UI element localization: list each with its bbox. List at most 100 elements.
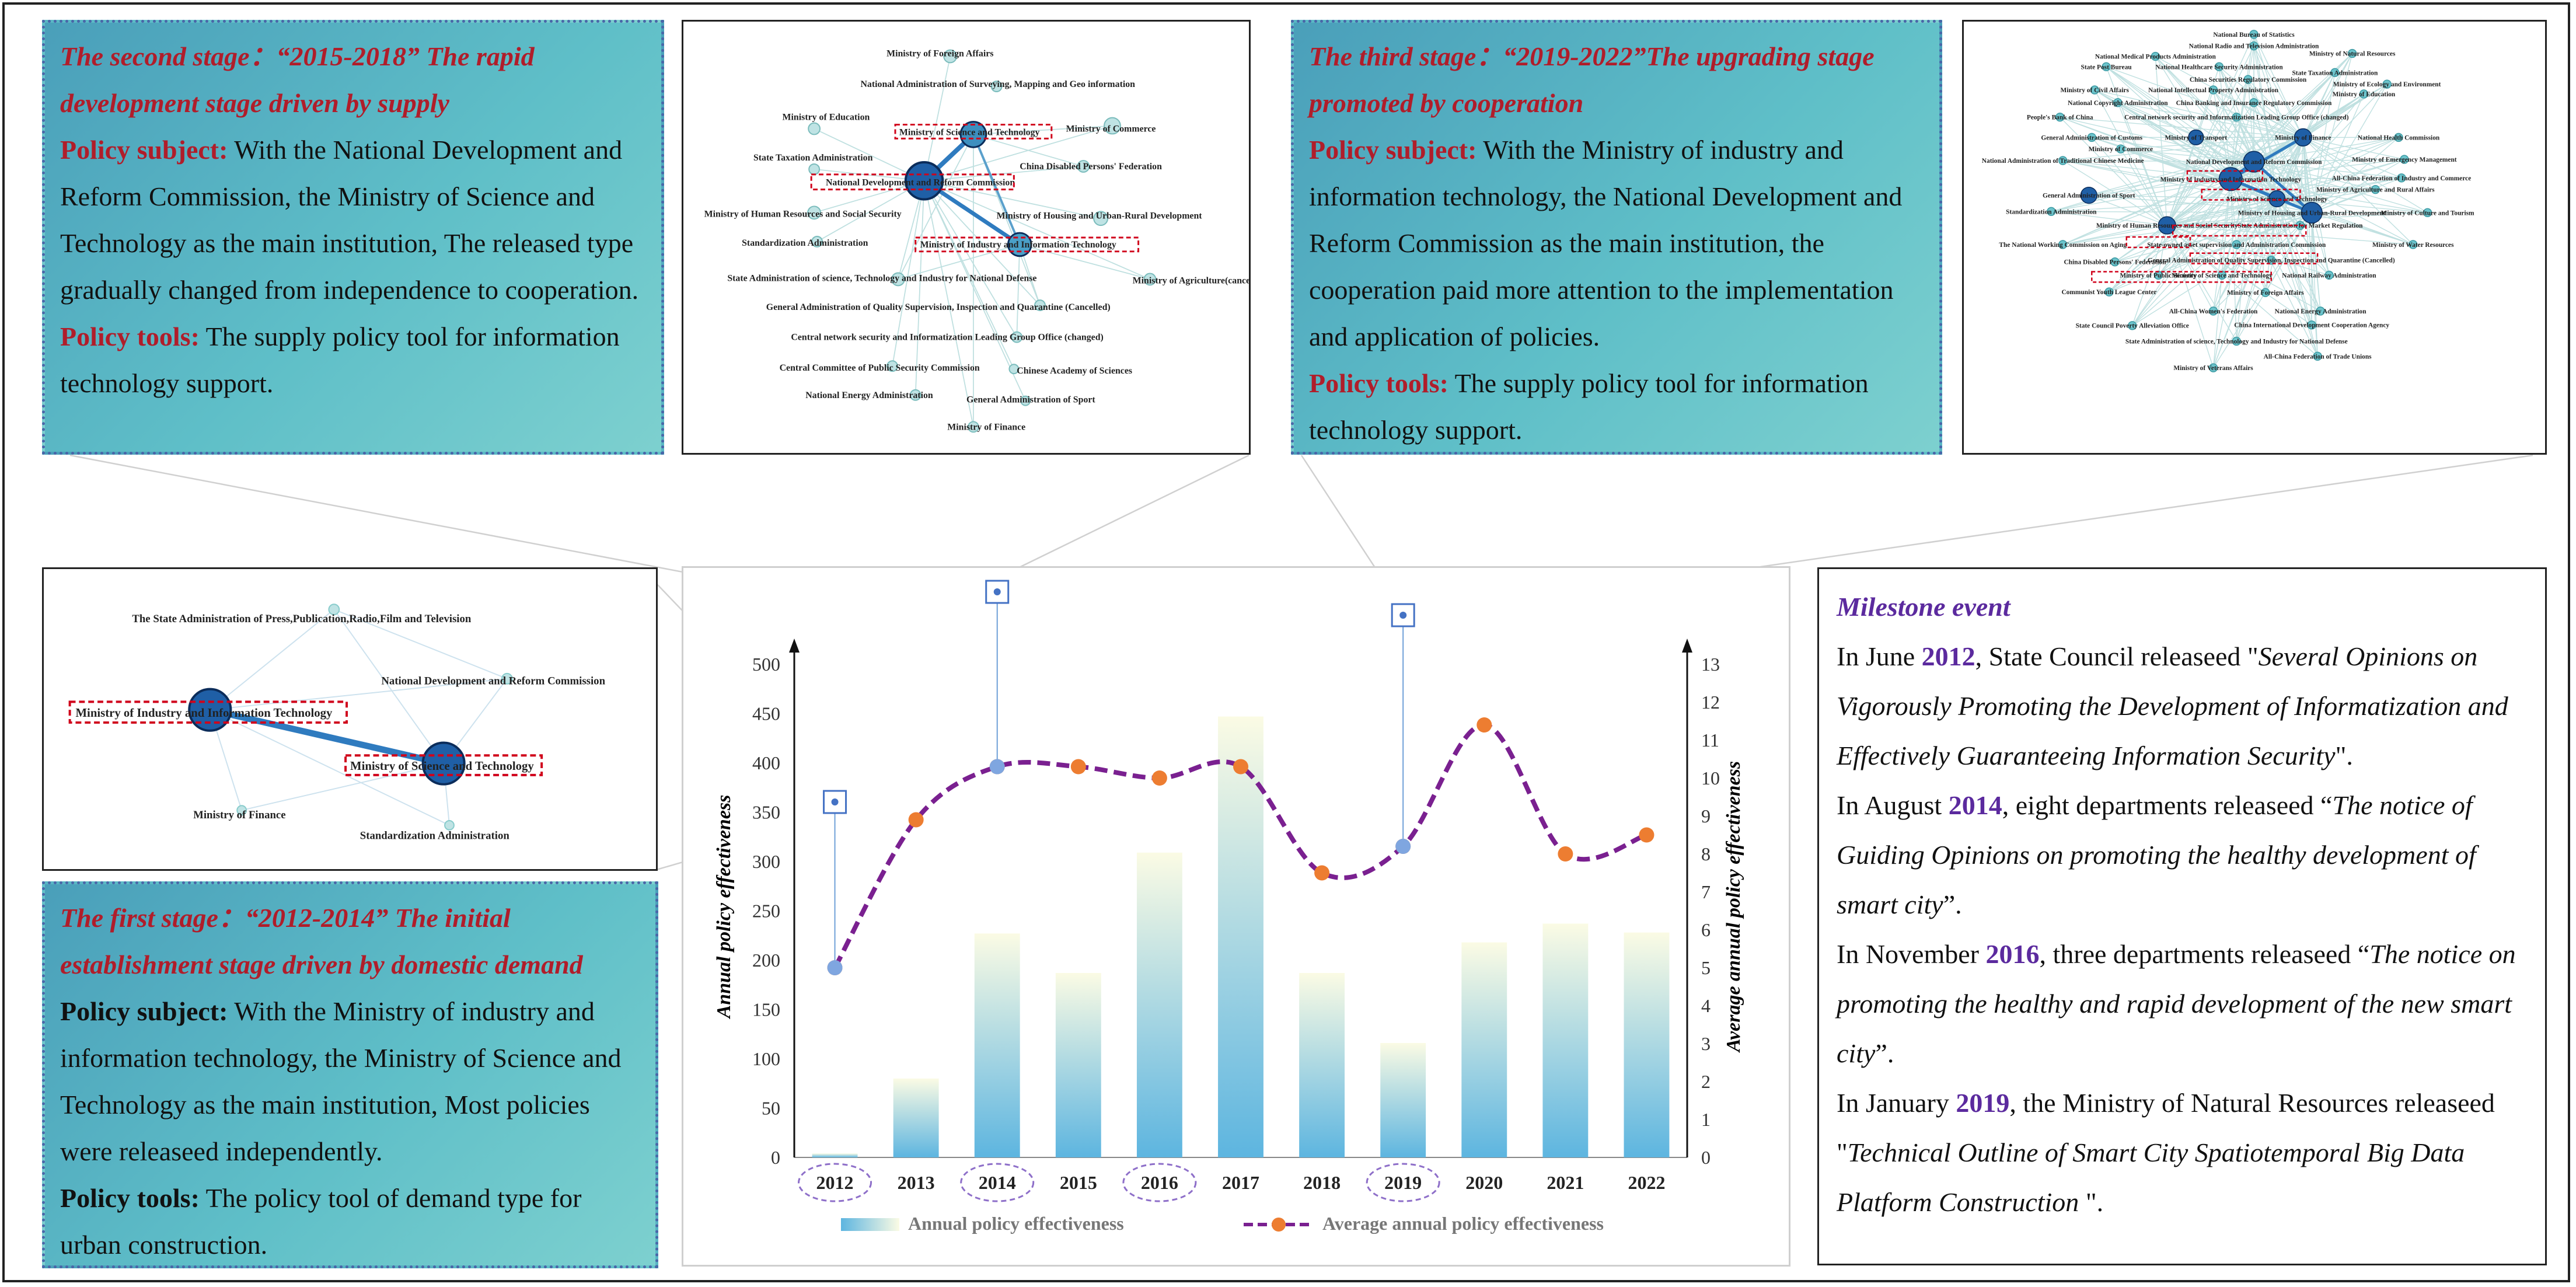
- stage3-subject-text: With the Ministry of industry and inform…: [1309, 135, 1903, 351]
- net3-node: [2294, 128, 2312, 147]
- net3-edge: [2213, 89, 2303, 138]
- ylabel-left: Annual policy effectiveness: [713, 795, 735, 1020]
- net3-edge: [2253, 46, 2278, 199]
- stage1-title: The first stage：“2012-2014” The initial …: [60, 903, 583, 979]
- net3-edge: [2311, 53, 2353, 213]
- net3-edge: [2132, 137, 2303, 326]
- net3-node-label: Central network security and Informatiza…: [2124, 114, 2349, 121]
- net3-node: [2104, 287, 2114, 297]
- n2-label-0: Ministry of Foreign Affairs: [886, 49, 993, 59]
- node-most: [421, 741, 466, 786]
- net3-edge: [2299, 137, 2304, 226]
- stage2-tools: Policy tools: The supply policy tool for…: [60, 313, 646, 407]
- milestone-event-2: In August 2014, eight departments releas…: [1837, 780, 2528, 929]
- net3-node: [2232, 112, 2241, 122]
- net3-node: [2208, 363, 2218, 372]
- net3-edge: [2311, 189, 2376, 213]
- e3-post: ”.: [1875, 1038, 1894, 1068]
- net3-edge: [2253, 46, 2312, 213]
- category-label: 2018: [1303, 1172, 1341, 1193]
- net3-node-label: National Healthcare Security Administrat…: [2155, 64, 2283, 71]
- line-point: [908, 812, 924, 828]
- ytick-left-label: 450: [752, 703, 780, 724]
- net3-node: [2267, 255, 2276, 265]
- net3-edge: [2166, 225, 2271, 261]
- stage2-subject-text: With the National Development and Reform…: [60, 135, 639, 305]
- category-label: 2013: [898, 1172, 935, 1193]
- net1-edges: [209, 609, 508, 826]
- net3-node: [2249, 30, 2259, 39]
- net3-node: [2087, 132, 2096, 142]
- net3-node-label: China Disabled Persons' Federation: [2064, 259, 2166, 266]
- n2-label-12: State Administration of science, Technol…: [727, 273, 1036, 283]
- e1-title: Several Opinions on Vigorously Promoting…: [1837, 641, 2508, 770]
- stage3-subject: Policy subject: With the Ministry of ind…: [1309, 127, 1924, 360]
- e1-post: ".: [2335, 741, 2353, 770]
- pin-dot: [993, 588, 1001, 595]
- ytick-right-label: 8: [1701, 843, 1711, 864]
- ytick-right-label: 3: [1701, 1033, 1711, 1054]
- net3-node-label: Ministry of Science and Technology: [2172, 272, 2273, 279]
- net2-edges: [814, 56, 1150, 427]
- e2-year: 2014: [1948, 790, 2002, 820]
- net3-node-label: China International Development Cooperat…: [2234, 322, 2389, 329]
- line-point: [1558, 846, 1573, 862]
- net3-node: [2188, 129, 2204, 146]
- net3-node-label: State Administration of science, Technol…: [2125, 339, 2348, 346]
- year-highlight-ellipse: [1366, 1163, 1440, 1202]
- net3-edge: [2132, 225, 2167, 326]
- net3-edge: [2166, 79, 2249, 226]
- n2-label-15: Central network security and Informatiza…: [791, 333, 1103, 343]
- category-label: 2014: [979, 1172, 1016, 1193]
- stage2-subject: Policy subject: With the National Develo…: [60, 127, 646, 313]
- net3-edge: [2155, 56, 2278, 199]
- n2-label-18: National Energy Administration: [805, 390, 933, 400]
- net3-edge: [2303, 137, 2405, 160]
- net3-edge: [2095, 89, 2303, 138]
- net3-nodes: [2047, 30, 2432, 372]
- node2-most: [959, 121, 987, 148]
- net3-edge: [2117, 102, 2303, 138]
- net2-labels: Ministry of Foreign Affairs National Adm…: [704, 49, 1249, 433]
- net3-node-label: Ministry of Human Resources and Social S…: [2096, 222, 2238, 229]
- net3-edge: [2236, 198, 2278, 245]
- category-label: 2020: [1465, 1172, 1503, 1193]
- n2-label-16: Central Committee of Public Security Com…: [780, 363, 980, 373]
- net3-node: [2113, 98, 2123, 107]
- category-label: 2017: [1222, 1172, 1259, 1193]
- net3-edge: [2106, 67, 2167, 226]
- highlight-most: [344, 754, 543, 776]
- net3-edge: [2060, 116, 2303, 138]
- e2-post: ”.: [1943, 890, 1962, 919]
- category-label: 2012: [816, 1172, 854, 1193]
- ytick-left-label: 0: [771, 1147, 780, 1168]
- n2-label-6: National Development and Reform Commissi…: [826, 178, 1015, 188]
- chart-svg: 0501001502002503003504004505000123456789…: [713, 580, 1744, 1234]
- net3-edge: [2302, 137, 2318, 357]
- label-standard: Standardization Administration: [360, 830, 510, 842]
- net3-edge: [2167, 198, 2277, 226]
- category-label: 2019: [1384, 1172, 1422, 1193]
- net3-edge: [2132, 212, 2312, 326]
- milestone-event-4: In January 2019, the Ministry of Natural…: [1837, 1078, 2528, 1227]
- net3-node-label: National Copyright Administration: [2068, 100, 2168, 107]
- stage3-tools: Policy tools: The supply policy tool for…: [1309, 360, 1924, 454]
- net3-node: [2249, 41, 2259, 51]
- bar: [974, 933, 1020, 1157]
- net3-edge: [2166, 46, 2254, 226]
- e3-mid: , three departments releaseed “: [2039, 939, 2370, 969]
- net3-node-label: Ministry of Water Resources: [2372, 242, 2454, 249]
- net3-edge: [2236, 137, 2303, 245]
- network-graph-stage1: The State Administration of Press,Public…: [68, 604, 606, 842]
- net3-node-label: General Administration of Customs: [2041, 134, 2142, 141]
- net3-edge: [2166, 102, 2254, 226]
- pin-point: [989, 759, 1005, 775]
- net3-edge: [2277, 83, 2387, 200]
- net2-small-nodes: [807, 49, 1157, 433]
- e3-pre: In November: [1837, 939, 1986, 969]
- net3-edge: [2062, 160, 2277, 200]
- bar: [1055, 972, 1101, 1157]
- ytick-right-label: 11: [1701, 730, 1719, 751]
- net3-edge: [2094, 89, 2167, 226]
